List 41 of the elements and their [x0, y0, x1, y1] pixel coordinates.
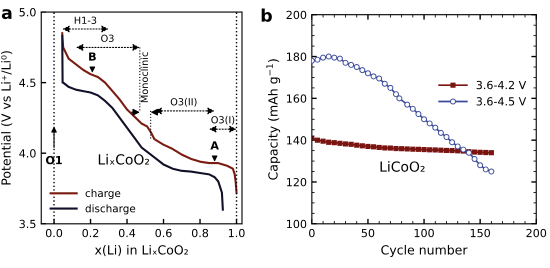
y-tick-label: 100	[287, 220, 306, 228]
y-tick-label: 120	[287, 178, 306, 186]
x-tick-label: 50	[362, 228, 374, 238]
annotation: Monoclinic	[140, 52, 148, 102]
x-tick-label: 1.0	[228, 228, 245, 238]
annotation: LiₓCoO₂	[98, 154, 150, 165]
y-tick-label: 180	[287, 52, 306, 61]
annotation: O3(I)	[211, 116, 234, 125]
x-tick-label: 0.2	[82, 228, 98, 238]
text: a	[2, 9, 12, 20]
x-tick-label: 200	[526, 228, 546, 238]
x-tick-label: 150	[470, 228, 490, 238]
annotation: H1-3	[74, 16, 96, 24]
x-tick-label: 0.0	[46, 228, 62, 238]
annotation: O3	[101, 34, 114, 42]
x-axis-title: Cycle number	[381, 244, 468, 258]
annotation: LiCoO₂	[380, 161, 425, 172]
legend-label: 3.6-4.5 V	[476, 97, 526, 106]
x-tick-label: 0.8	[192, 228, 208, 238]
legend-label: discharge	[86, 204, 136, 214]
legend-label: 3.6-4.2 V	[476, 80, 526, 90]
x-tick-label: 100	[414, 228, 434, 238]
y-tick-label: 5.0	[20, 8, 36, 16]
x-axis-title: x(Li) in LiₓCoO₂	[94, 244, 188, 256]
x-tick-label: 0	[309, 228, 315, 238]
y-tick-label: 4.5	[19, 78, 36, 88]
annotation: O1	[46, 156, 62, 164]
y-tick-label: 200	[286, 10, 306, 20]
y-tick-label: 3.5	[20, 220, 36, 228]
annotation: B	[89, 52, 96, 61]
legend-label: charge	[86, 189, 120, 200]
y-tick-label: 140	[287, 136, 306, 145]
x-tick-label: 0.6	[155, 228, 172, 238]
text: b	[262, 8, 272, 22]
y-axis-title: Potential (V vs Li⁺/Li⁰)	[1, 51, 12, 184]
annotation: A	[210, 141, 219, 150]
x-tick-label: 0.4	[118, 228, 136, 238]
y-axis-title: Capacity (mAh g$^{−1}$)	[266, 59, 280, 180]
y-tick-label: 160	[287, 94, 306, 103]
y-tick-label: 4.0	[19, 149, 36, 158]
annotation: O3(II)	[170, 98, 197, 107]
